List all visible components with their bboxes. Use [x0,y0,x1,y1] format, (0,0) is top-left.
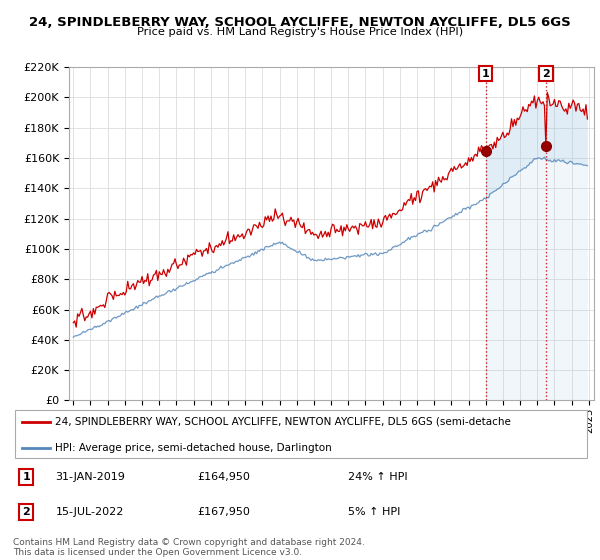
Text: 5% ↑ HPI: 5% ↑ HPI [348,507,400,517]
Text: 24, SPINDLEBERRY WAY, SCHOOL AYCLIFFE, NEWTON AYCLIFFE, DL5 6GS: 24, SPINDLEBERRY WAY, SCHOOL AYCLIFFE, N… [29,16,571,29]
Text: 2: 2 [22,507,30,517]
Text: 1: 1 [482,69,490,79]
Text: £164,950: £164,950 [197,472,250,482]
Text: £167,950: £167,950 [197,507,250,517]
Text: 15-JUL-2022: 15-JUL-2022 [55,507,124,517]
Text: Price paid vs. HM Land Registry's House Price Index (HPI): Price paid vs. HM Land Registry's House … [137,27,463,37]
FancyBboxPatch shape [15,410,587,458]
Text: 31-JAN-2019: 31-JAN-2019 [55,472,125,482]
Text: 24, SPINDLEBERRY WAY, SCHOOL AYCLIFFE, NEWTON AYCLIFFE, DL5 6GS (semi-detache: 24, SPINDLEBERRY WAY, SCHOOL AYCLIFFE, N… [55,417,511,427]
Text: Contains HM Land Registry data © Crown copyright and database right 2024.
This d: Contains HM Land Registry data © Crown c… [13,538,365,557]
Text: 2: 2 [542,69,550,79]
Text: HPI: Average price, semi-detached house, Darlington: HPI: Average price, semi-detached house,… [55,443,332,453]
Text: 1: 1 [22,472,30,482]
Text: 24% ↑ HPI: 24% ↑ HPI [348,472,407,482]
